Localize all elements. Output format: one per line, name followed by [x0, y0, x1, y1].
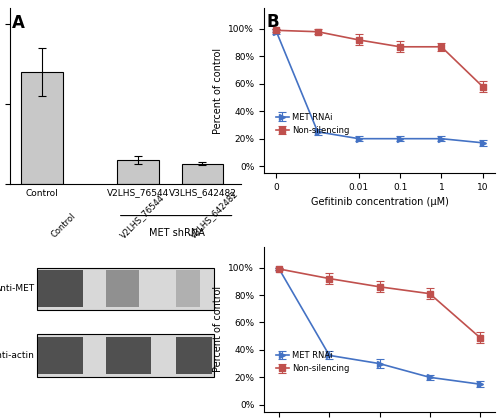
Text: Control: Control [50, 212, 78, 240]
Bar [182, 164, 224, 184]
Bar [106, 337, 151, 374]
Y-axis label: Percent of control: Percent of control [213, 286, 223, 373]
Bar [38, 337, 83, 374]
Bar [106, 270, 138, 307]
Y-axis label: Percent of control: Percent of control [213, 47, 223, 134]
Text: V3LHS_642482: V3LHS_642482 [188, 189, 240, 240]
Bar [118, 160, 159, 184]
Text: V2LHS_76544: V2LHS_76544 [119, 192, 166, 240]
Text: B: B [266, 13, 279, 32]
Legend: MET RNAi, Non-silencing: MET RNAi, Non-silencing [273, 109, 352, 138]
Text: Anti-actin: Anti-actin [0, 351, 34, 360]
X-axis label: Gefitinib concentration (μM): Gefitinib concentration (μM) [310, 197, 448, 207]
Bar [21, 72, 63, 184]
Bar [38, 270, 83, 307]
Bar [176, 337, 212, 374]
Text: MET shRNA: MET shRNA [149, 228, 204, 238]
Text: Anti-MET: Anti-MET [0, 284, 34, 294]
Bar [37, 334, 214, 377]
Bar [176, 270, 200, 307]
Text: A: A [12, 14, 25, 32]
Bar [37, 268, 214, 310]
Legend: MET RNAi, Non-silencing: MET RNAi, Non-silencing [273, 348, 352, 377]
